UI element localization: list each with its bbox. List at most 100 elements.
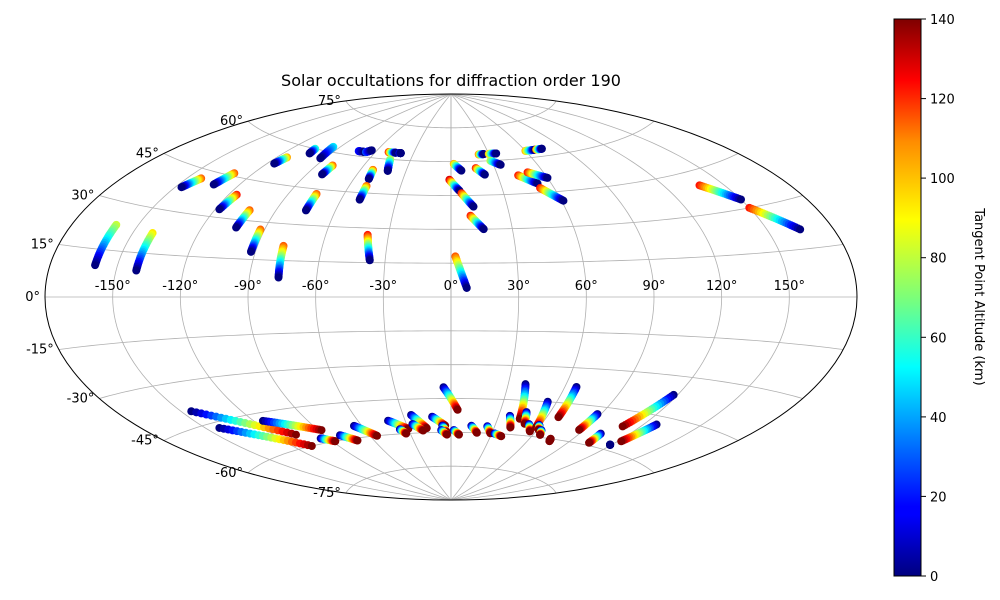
occultation-point — [545, 437, 554, 446]
occultation-point — [383, 166, 392, 175]
lat-tick-label: -45° — [131, 434, 159, 449]
occultation-point — [497, 432, 506, 441]
occultation-point — [492, 149, 501, 158]
lat-tick-label: 75° — [318, 94, 341, 109]
occultation-point — [353, 436, 362, 445]
occultation-point — [331, 437, 340, 446]
occultation-point — [301, 206, 310, 215]
occultation-point — [575, 425, 584, 434]
occultation-point — [479, 225, 488, 234]
map-boundary — [44, 93, 858, 501]
lat-tick-label: 60° — [220, 114, 243, 129]
occultation-point — [606, 440, 615, 449]
lon-tick-label: 150° — [774, 279, 805, 294]
lon-tick-label: 60° — [575, 279, 598, 294]
occultation-point — [316, 154, 325, 163]
parallel-line — [163, 153, 739, 196]
occultation-point — [543, 173, 552, 182]
parallel-line — [99, 364, 803, 399]
lat-tick-label: 30° — [71, 189, 94, 204]
occultation-point — [737, 195, 745, 204]
lat-tick-label: 0° — [25, 290, 40, 305]
occultation-point — [472, 428, 481, 437]
occultation-point — [453, 405, 462, 414]
occultation-point — [367, 146, 376, 155]
occultation-point — [364, 175, 373, 184]
occultation-point — [355, 195, 364, 204]
occultation-points — [91, 142, 805, 450]
occultation-point — [132, 266, 141, 275]
occultation-point — [480, 170, 489, 179]
occultation-point — [554, 413, 563, 422]
occultation-point — [457, 166, 466, 175]
occultation-point — [506, 423, 515, 432]
occultation-point — [496, 160, 505, 169]
occultation-point — [305, 149, 314, 158]
graticule-grid — [45, 94, 857, 500]
occultation-point — [419, 426, 428, 435]
colorbar-tick-label: 20 — [930, 490, 947, 505]
occultation-point — [318, 170, 327, 179]
lon-tick-label: -150° — [95, 279, 131, 294]
lat-tick-label: 45° — [136, 147, 159, 162]
occultation-point — [585, 438, 594, 447]
lon-tick-label: 90° — [642, 279, 665, 294]
occultation-point — [232, 223, 241, 232]
occultation-point — [246, 247, 255, 256]
lon-tick-label: 0° — [444, 279, 459, 294]
occultation-point — [559, 196, 568, 205]
lat-tick-label: -15° — [26, 343, 54, 358]
colorbar-tick-label: 140 — [930, 13, 955, 28]
occultation-point — [307, 442, 316, 450]
occultation-point — [617, 437, 626, 446]
occultation-point — [443, 430, 452, 439]
colorbar-ticks: 0 20 40 60 80 100 120 140 — [921, 13, 955, 585]
occultation-point — [270, 159, 279, 168]
colorbar-tick-label: 40 — [930, 411, 947, 426]
occultation-point — [91, 261, 100, 270]
colorbar-gradient — [893, 18, 922, 577]
parallel-line — [345, 100, 557, 129]
occultation-point — [396, 149, 405, 158]
colorbar-tick-label: 100 — [930, 172, 955, 187]
parallel-line — [58, 330, 844, 350]
colorbar-tick-label: 0 — [930, 570, 938, 585]
lat-tick-label: -60° — [215, 466, 243, 481]
occultation-point — [215, 205, 224, 214]
occultation-point — [373, 431, 382, 440]
occultation-point — [454, 430, 463, 439]
parallel-line — [58, 244, 844, 264]
lon-tick-label: 120° — [706, 279, 737, 294]
lon-tick-label: 30° — [507, 279, 530, 294]
occultation-point — [402, 429, 411, 438]
axis-tick-labels: -150° -120° -90° -60° -30° 0° 30° 60° 90° 120° 150… — [25, 94, 805, 501]
colorbar-label: Tangent Point Altitude (km) — [971, 207, 986, 385]
occultation-point — [618, 422, 627, 431]
lat-tick-label: -30° — [67, 392, 95, 407]
lat-tick-label: 15° — [31, 238, 54, 253]
colorbar-tick-label: 120 — [930, 93, 955, 108]
occultation-point — [536, 430, 545, 439]
parallel-line — [345, 465, 557, 494]
occultation-point — [365, 256, 374, 265]
colorbar-tick-label: 80 — [930, 252, 947, 267]
occultation-point — [796, 225, 805, 234]
lon-tick-label: -120° — [162, 279, 198, 294]
occultation-point — [292, 430, 300, 439]
lat-tick-label: -75° — [313, 486, 341, 501]
lon-tick-label: -30° — [369, 279, 397, 294]
occultation-point — [462, 283, 471, 292]
occultation-point — [274, 273, 283, 282]
occultation-point — [525, 427, 534, 436]
colorbar: 0 20 40 60 80 100 120 140 Tangent Point Altitud… — [893, 13, 986, 585]
occultation-point — [469, 202, 478, 211]
parallel-line — [99, 195, 803, 230]
occultation-point — [177, 183, 186, 192]
occultation-point — [537, 144, 546, 153]
chart-title: Solar occultations for diffraction order… — [281, 71, 621, 90]
lon-tick-label: -90° — [234, 279, 262, 294]
occultation-point — [317, 426, 326, 435]
colorbar-tick-label: 60 — [930, 331, 947, 346]
occultation-point — [209, 180, 218, 189]
